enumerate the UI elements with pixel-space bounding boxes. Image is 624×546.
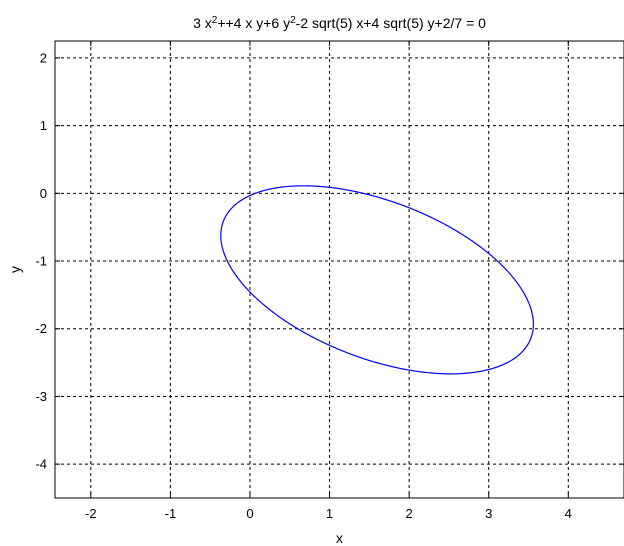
x-tick-label: 1: [326, 506, 333, 521]
curves: [220, 185, 534, 375]
y-tick-label: 2: [40, 50, 47, 65]
title-sup-2: 2: [290, 15, 296, 26]
y-tick-label: -2: [35, 321, 47, 336]
ellipse-curve: [220, 185, 534, 375]
y-tick-label: 0: [40, 186, 47, 201]
x-axis-label: x: [336, 530, 343, 546]
x-tick-labels: -2 -1 0 1 2 3 4: [85, 506, 572, 521]
title-middle: ++4 x y+6 y: [217, 15, 290, 31]
y-tick-label: -1: [35, 254, 47, 269]
x-tick-label: -1: [165, 506, 177, 521]
x-tick-label: -2: [85, 506, 97, 521]
x-tick-label: 0: [246, 506, 253, 521]
y-axis-label: y: [7, 266, 23, 273]
y-tick-label: -4: [35, 457, 47, 472]
y-tick-labels: -4 -3 -2 -1 0 1 2: [35, 50, 47, 471]
plot-area: [54, 40, 624, 499]
grid: [55, 41, 624, 498]
y-tick-label: 1: [40, 118, 47, 133]
axis-ticks: [55, 41, 624, 498]
x-tick-label: 3: [485, 506, 492, 521]
title-sup-1: 2: [212, 15, 218, 26]
title-suffix: -2 sqrt(5) x+4 sqrt(5) y+2/7 = 0: [296, 15, 486, 31]
chart-title: 3 x2++4 x y+6 y2-2 sqrt(5) x+4 sqrt(5) y…: [193, 15, 486, 32]
title-prefix: 3 x: [193, 15, 212, 31]
y-tick-label: -3: [35, 389, 47, 404]
x-tick-label: 4: [565, 506, 572, 521]
x-tick-label: 2: [406, 506, 413, 521]
